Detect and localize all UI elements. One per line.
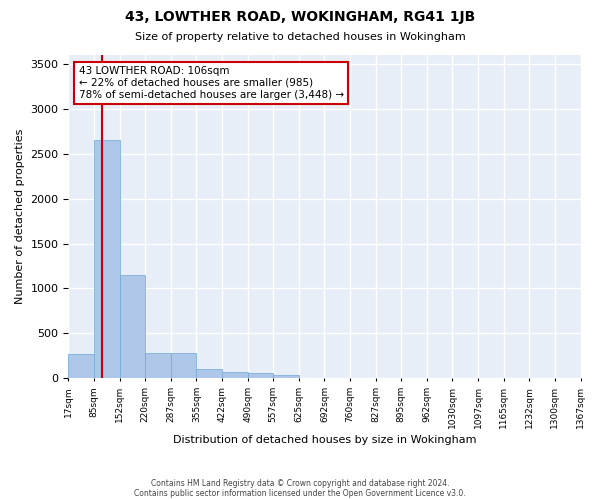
X-axis label: Distribution of detached houses by size in Wokingham: Distribution of detached houses by size … [173,435,476,445]
Bar [171,352,196,378]
Text: 43, LOWTHER ROAD, WOKINGHAM, RG41 1JB: 43, LOWTHER ROAD, WOKINGHAM, RG41 1JB [125,10,475,24]
Text: 43 LOWTHER ROAD: 106sqm
← 22% of detached houses are smaller (985)
78% of semi-d: 43 LOWTHER ROAD: 106sqm ← 22% of detache… [79,66,344,100]
Bar [119,275,145,378]
Bar [273,374,299,378]
Bar [248,374,273,378]
Bar [196,370,222,378]
Text: Size of property relative to detached houses in Wokingham: Size of property relative to detached ho… [134,32,466,42]
Bar [68,354,94,378]
Y-axis label: Number of detached properties: Number of detached properties [15,129,25,304]
Text: Contains public sector information licensed under the Open Government Licence v3: Contains public sector information licen… [134,488,466,498]
Text: Contains HM Land Registry data © Crown copyright and database right 2024.: Contains HM Land Registry data © Crown c… [151,478,449,488]
Bar [222,372,248,378]
Bar [145,352,171,378]
Bar [94,140,119,378]
